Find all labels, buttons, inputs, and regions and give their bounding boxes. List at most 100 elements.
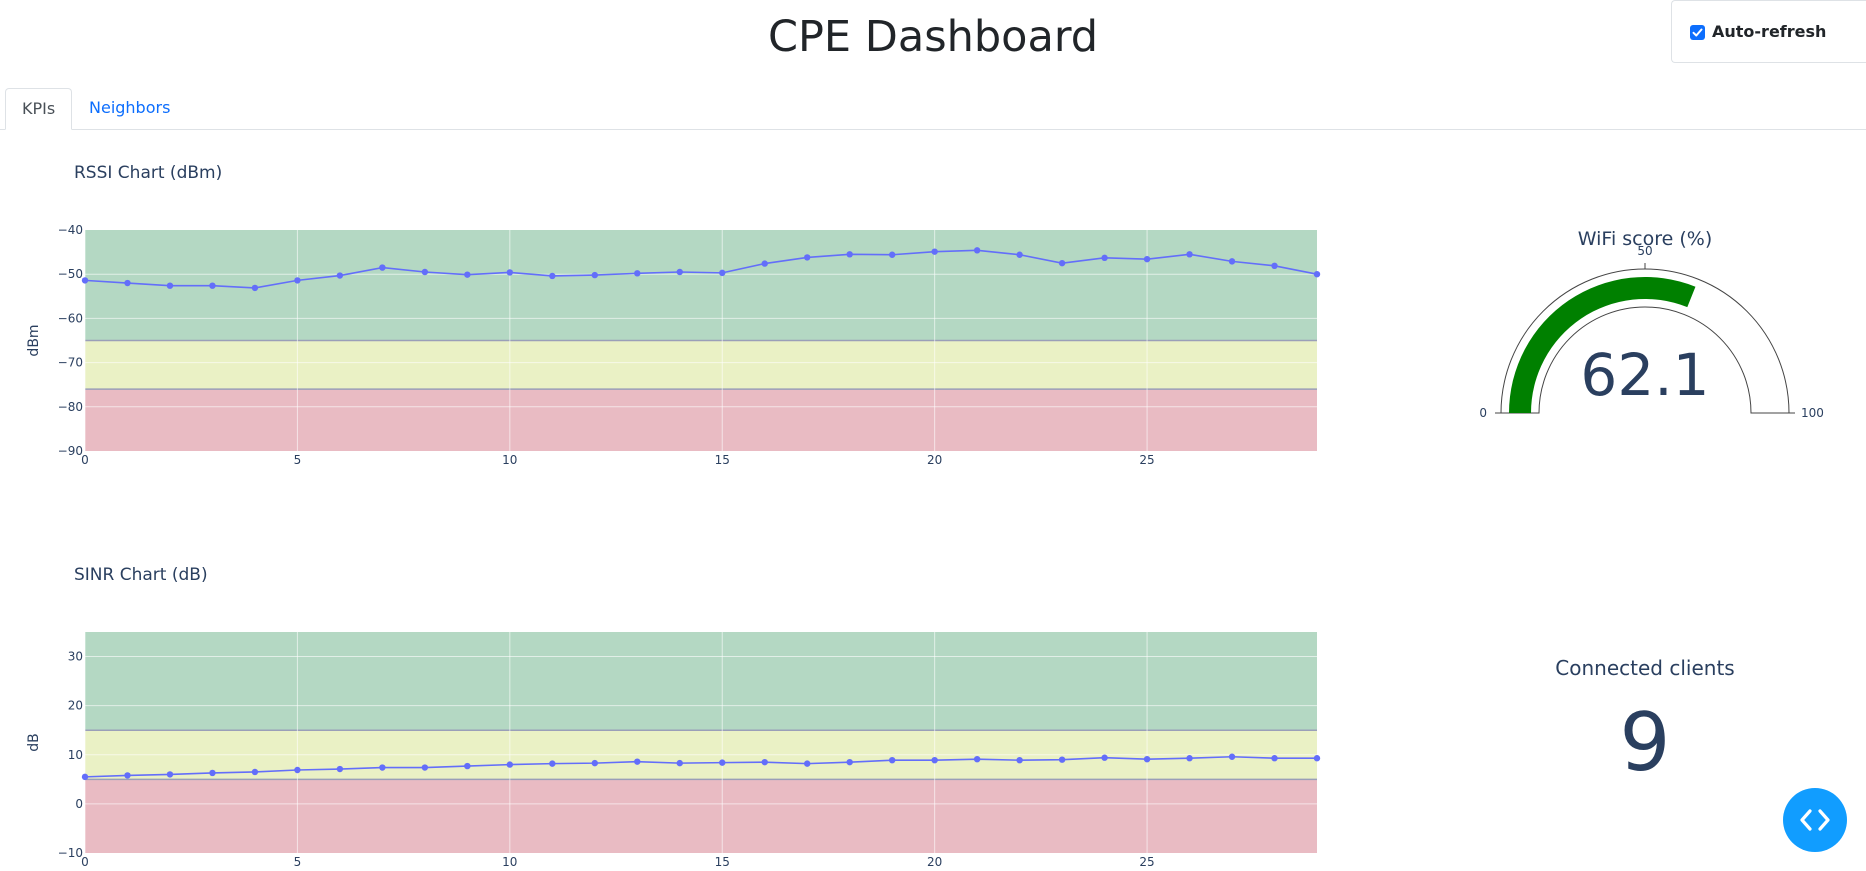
data-point xyxy=(506,761,514,768)
code-icon xyxy=(1800,809,1830,831)
y-tick-label: 10 xyxy=(68,748,83,762)
data-point xyxy=(634,270,641,277)
series-line xyxy=(84,755,1317,778)
x-tick-label: 15 xyxy=(715,453,730,467)
data-point xyxy=(166,282,174,289)
data-point xyxy=(676,759,683,767)
data-point xyxy=(209,769,216,777)
chart-band xyxy=(85,230,1317,341)
data-point xyxy=(1101,254,1108,262)
data-point xyxy=(1058,259,1066,267)
data-point xyxy=(464,271,471,278)
x-tick-label: 20 xyxy=(927,855,942,869)
x-tick-label: 0 xyxy=(81,855,89,869)
data-point xyxy=(591,759,598,767)
gauge-tick-label: 0 xyxy=(1479,406,1487,420)
data-point xyxy=(888,251,896,258)
chart-band xyxy=(85,340,1317,390)
data-point xyxy=(1271,262,1278,270)
gauge-bar xyxy=(1509,277,1696,413)
data-point xyxy=(846,251,853,258)
y-tick-label: −80 xyxy=(58,400,83,414)
data-point xyxy=(166,771,174,778)
y-tick-label: 20 xyxy=(68,699,83,713)
data-point xyxy=(1016,251,1023,258)
wifi-score-gauge: WiFi score (%) 62.1 0 50 100 xyxy=(1479,228,1824,420)
tab-neighbors[interactable]: Neighbors xyxy=(89,98,171,117)
data-point xyxy=(591,271,598,279)
auto-refresh-checkbox[interactable] xyxy=(1690,25,1705,40)
gauge-title: WiFi score (%) xyxy=(1578,228,1712,250)
y-tick-label: −40 xyxy=(58,223,83,237)
data-point xyxy=(464,762,471,770)
data-point xyxy=(1186,755,1193,762)
data-point xyxy=(1143,255,1151,263)
data-point xyxy=(379,264,386,271)
y-axis-label: dBm xyxy=(26,324,42,356)
y-tick-label: −50 xyxy=(58,267,83,281)
data-point xyxy=(719,269,726,277)
x-tick-label: 0 xyxy=(81,453,89,467)
x-tick-label: 5 xyxy=(294,855,302,869)
data-point xyxy=(294,277,301,284)
y-axis-label: dB xyxy=(26,733,42,752)
chart-band xyxy=(85,632,1317,731)
x-tick-label: 10 xyxy=(502,855,517,869)
data-point xyxy=(973,755,981,763)
data-point xyxy=(549,272,556,280)
x-tick-label: 15 xyxy=(715,855,730,869)
data-point xyxy=(1101,754,1108,761)
data-point xyxy=(804,254,811,261)
chart-band xyxy=(85,779,1317,853)
series-line xyxy=(84,249,1318,289)
data-point xyxy=(421,268,429,276)
auto-refresh-label: Auto-refresh xyxy=(1712,22,1827,41)
data-point xyxy=(888,756,896,764)
rssi-chart-title: RSSI Chart (dBm) xyxy=(74,163,223,183)
y-tick-label: −60 xyxy=(58,311,83,325)
data-point xyxy=(931,248,938,255)
data-point xyxy=(676,268,683,276)
data-point xyxy=(1228,753,1236,760)
data-point xyxy=(804,760,811,767)
x-tick-label: 10 xyxy=(502,453,517,467)
connected-clients-title: Connected clients xyxy=(1555,656,1735,680)
gauge-tick-label: 50 xyxy=(1637,244,1652,258)
data-point xyxy=(124,772,131,779)
data-point xyxy=(506,269,514,276)
data-point xyxy=(1016,756,1023,764)
y-tick-label: 0 xyxy=(75,797,83,811)
tab-kpis[interactable]: KPIs xyxy=(5,88,72,130)
y-tick-label: −70 xyxy=(58,356,83,370)
data-point xyxy=(81,773,89,781)
data-point xyxy=(1228,258,1236,265)
data-point xyxy=(421,764,429,771)
data-point xyxy=(761,260,768,267)
data-point xyxy=(81,277,89,284)
gauge-tick-label: 100 xyxy=(1801,406,1824,420)
data-point xyxy=(379,764,386,771)
data-point xyxy=(1143,755,1151,763)
data-point xyxy=(336,272,344,279)
connected-clients-value: 9 xyxy=(1619,696,1671,789)
check-icon xyxy=(1692,28,1703,37)
x-tick-label: 5 xyxy=(294,453,302,467)
code-view-button[interactable] xyxy=(1783,788,1847,852)
x-tick-label: 20 xyxy=(927,453,942,467)
y-tick-label: −90 xyxy=(58,444,83,458)
rssi-chart[interactable]: 0 5 10 15 20 25 −90 −80 −70 −60 −50 −40 dBm xyxy=(0,200,1330,480)
tab-bar: KPIs Neighbors xyxy=(0,88,1866,130)
data-point xyxy=(931,756,938,764)
x-tick-label: 25 xyxy=(1139,453,1154,467)
page-title: CPE Dashboard xyxy=(767,12,1099,62)
data-point xyxy=(1313,271,1321,278)
x-tick-label: 25 xyxy=(1139,855,1154,869)
gauge-value: 62.1 xyxy=(1580,341,1709,409)
data-point xyxy=(761,758,768,766)
data-point xyxy=(209,282,216,289)
chart-band xyxy=(85,389,1317,451)
data-point xyxy=(294,766,301,774)
data-point xyxy=(251,284,259,292)
auto-refresh-toggle[interactable]: Auto-refresh xyxy=(1671,0,1866,63)
